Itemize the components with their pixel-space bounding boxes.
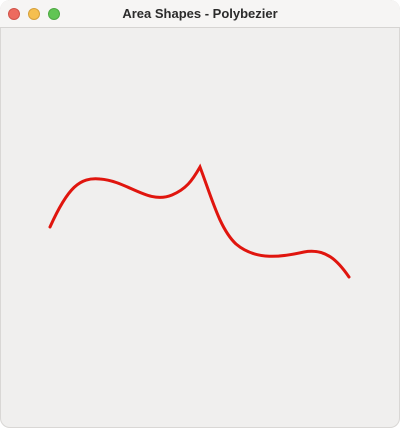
polybezier-curve bbox=[48, 163, 351, 279]
zoom-button[interactable] bbox=[48, 8, 60, 20]
drawing-canvas bbox=[48, 163, 351, 279]
minimize-button[interactable] bbox=[28, 8, 40, 20]
window-title: Area Shapes - Polybezier bbox=[122, 6, 278, 21]
close-button[interactable] bbox=[8, 8, 20, 20]
title-bar[interactable]: Area Shapes - Polybezier bbox=[0, 0, 400, 28]
